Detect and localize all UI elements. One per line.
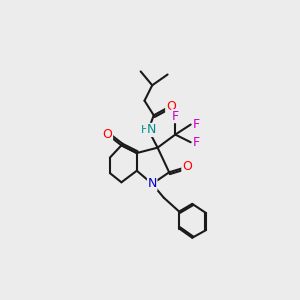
Text: N: N — [147, 123, 156, 136]
Text: O: O — [166, 100, 175, 112]
Text: O: O — [182, 160, 192, 173]
Text: O: O — [103, 128, 112, 141]
Text: F: F — [193, 118, 200, 131]
Text: N: N — [148, 177, 157, 190]
Text: F: F — [172, 110, 179, 123]
Text: H: H — [141, 125, 149, 135]
Text: F: F — [193, 136, 200, 149]
